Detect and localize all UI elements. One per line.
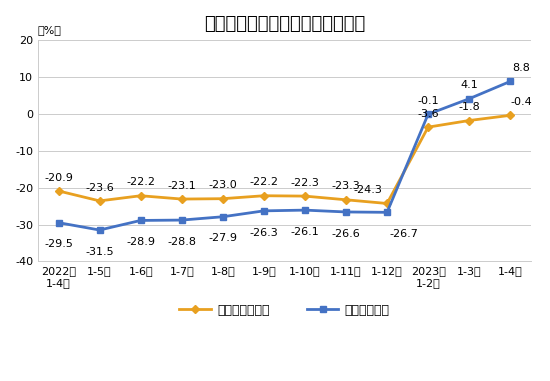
Line: 商品房销售额: 商品房销售额 bbox=[56, 78, 513, 233]
Text: -3.6: -3.6 bbox=[417, 109, 439, 119]
Text: -22.3: -22.3 bbox=[290, 178, 320, 188]
商品房销售面积 bbox=[466, 118, 472, 123]
商品房销售额 bbox=[96, 228, 103, 232]
商品房销售额 bbox=[138, 218, 144, 223]
Text: -27.9: -27.9 bbox=[208, 234, 237, 243]
商品房销售面积 bbox=[219, 196, 226, 201]
商品房销售额 bbox=[219, 215, 226, 219]
Text: -23.3: -23.3 bbox=[332, 181, 360, 192]
Text: -26.6: -26.6 bbox=[332, 229, 360, 239]
商品房销售面积 bbox=[384, 201, 390, 206]
Title: 全国商品房销售面积及销售额增速: 全国商品房销售面积及销售额增速 bbox=[204, 15, 365, 33]
Line: 商品房销售面积: 商品房销售面积 bbox=[56, 112, 513, 206]
Text: -28.9: -28.9 bbox=[126, 237, 155, 247]
商品房销售面积 bbox=[138, 194, 144, 198]
Text: -20.9: -20.9 bbox=[44, 173, 73, 182]
商品房销售面积 bbox=[301, 194, 308, 199]
Text: -23.1: -23.1 bbox=[167, 181, 196, 191]
Text: -0.4: -0.4 bbox=[510, 97, 532, 107]
Text: 8.8: 8.8 bbox=[513, 63, 530, 73]
Text: -26.3: -26.3 bbox=[250, 227, 278, 237]
商品房销售额 bbox=[384, 210, 390, 215]
Text: 4.1: 4.1 bbox=[460, 80, 478, 90]
商品房销售额 bbox=[466, 96, 472, 101]
商品房销售面积 bbox=[96, 199, 103, 203]
商品房销售面积 bbox=[261, 194, 267, 198]
商品房销售面积 bbox=[507, 113, 514, 118]
Text: -26.7: -26.7 bbox=[389, 229, 418, 239]
Text: -26.1: -26.1 bbox=[290, 227, 320, 237]
商品房销售面积 bbox=[425, 125, 431, 130]
商品房销售额 bbox=[343, 210, 349, 214]
商品房销售额 bbox=[55, 220, 62, 225]
商品房销售额 bbox=[261, 208, 267, 213]
商品房销售额 bbox=[301, 208, 308, 212]
Text: -22.2: -22.2 bbox=[126, 178, 155, 187]
Text: （%）: （%） bbox=[38, 25, 62, 35]
Text: -29.5: -29.5 bbox=[44, 239, 73, 249]
商品房销售面积 bbox=[343, 197, 349, 202]
Text: -0.1: -0.1 bbox=[417, 96, 439, 106]
Text: -22.2: -22.2 bbox=[249, 178, 278, 187]
商品房销售面积 bbox=[178, 197, 185, 201]
Legend: 商品房销售面积, 商品房销售额: 商品房销售面积, 商品房销售额 bbox=[174, 298, 394, 322]
商品房销售额 bbox=[507, 79, 514, 84]
Text: -1.8: -1.8 bbox=[458, 102, 480, 112]
Text: -23.0: -23.0 bbox=[208, 180, 237, 190]
商品房销售额 bbox=[425, 112, 431, 117]
Text: -28.8: -28.8 bbox=[167, 237, 196, 247]
Text: -24.3: -24.3 bbox=[353, 185, 382, 195]
Text: -23.6: -23.6 bbox=[85, 182, 114, 192]
商品房销售面积 bbox=[55, 189, 62, 193]
商品房销售额 bbox=[178, 218, 185, 223]
Text: -31.5: -31.5 bbox=[85, 247, 114, 257]
